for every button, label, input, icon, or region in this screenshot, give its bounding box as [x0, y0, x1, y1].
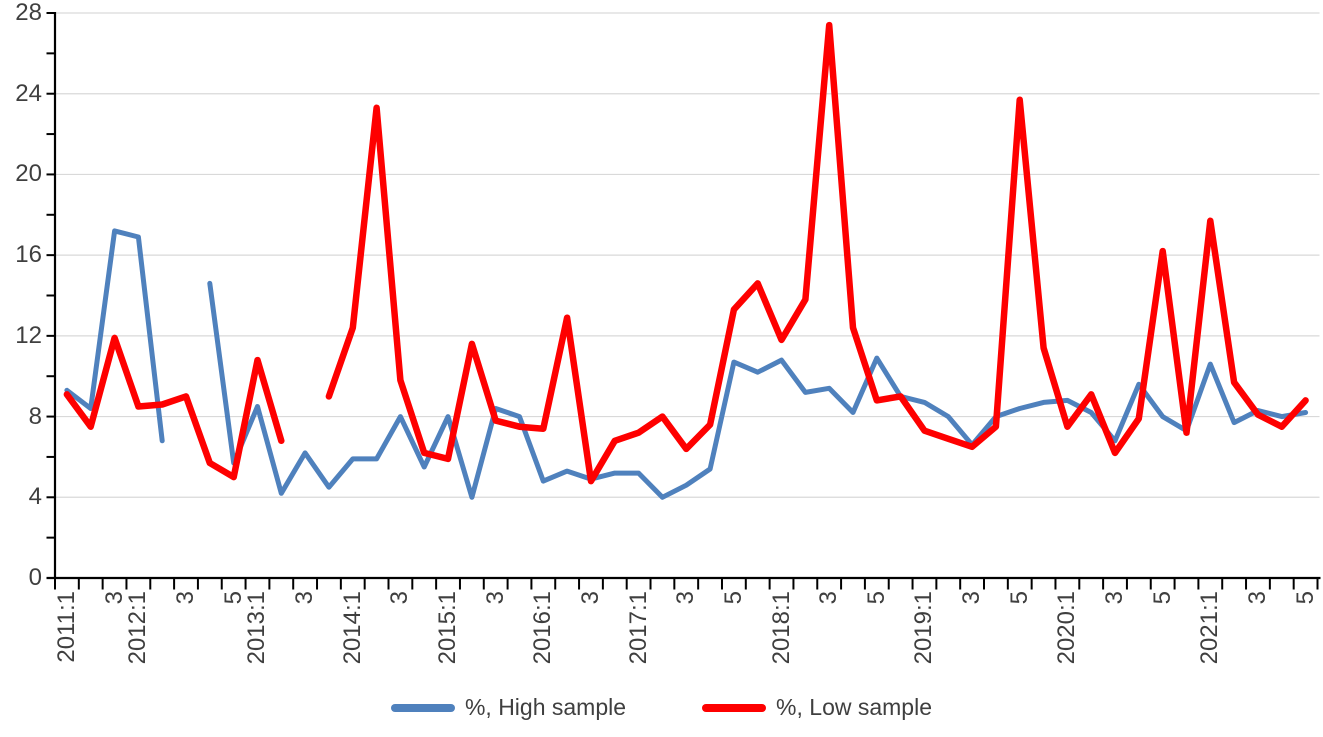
- x-axis-label: 3: [386, 591, 414, 605]
- y-axis-label: 4: [28, 483, 42, 511]
- x-axis-label: 3: [958, 591, 986, 605]
- x-axis-label: 3: [672, 591, 700, 605]
- y-axis-label: 0: [28, 564, 42, 591]
- x-axis-label: 3: [100, 591, 128, 605]
- x-axis-label: 3: [172, 591, 199, 605]
- y-axis-label: 12: [15, 321, 42, 349]
- legend-label: %, Low sample: [776, 694, 933, 720]
- y-axis-label: 20: [15, 160, 42, 188]
- x-axis-label: 5: [1005, 591, 1033, 605]
- y-axis-label: 8: [28, 402, 42, 430]
- x-axis-label: 5: [219, 591, 247, 605]
- legend-item-high-sample: %, High sample: [390, 694, 627, 721]
- x-axis-label: 3: [481, 591, 509, 605]
- x-axis-label: 5: [1148, 591, 1176, 605]
- legend-item-low-sample: %, Low sample: [702, 694, 932, 721]
- series-line-high-sample: [207, 280, 1309, 500]
- x-axis-label: 5: [719, 591, 747, 605]
- legend-swatch-high-sample: [390, 703, 455, 712]
- series-line-high-sample: [64, 228, 165, 444]
- y-axis-label: 16: [15, 241, 42, 269]
- x-axis-label: 3: [576, 591, 604, 605]
- legend-swatch-low-sample: [702, 703, 767, 712]
- legend: %, High sample %, Low sample: [0, 694, 1323, 721]
- y-axis-label: 28: [15, 0, 42, 26]
- legend-label: %, High sample: [464, 694, 627, 720]
- x-axis-label: 3: [1101, 591, 1129, 605]
- x-axis-label: 3: [1243, 591, 1271, 605]
- x-axis-label: 5: [862, 591, 890, 605]
- x-axis-label: 5: [1291, 591, 1319, 605]
- y-axis-label: 24: [15, 79, 42, 107]
- series-line-low-sample: [63, 334, 285, 481]
- x-axis-label: 3: [291, 591, 319, 605]
- x-axis-label: 3: [815, 591, 843, 605]
- series-line-low-sample: [325, 21, 1309, 485]
